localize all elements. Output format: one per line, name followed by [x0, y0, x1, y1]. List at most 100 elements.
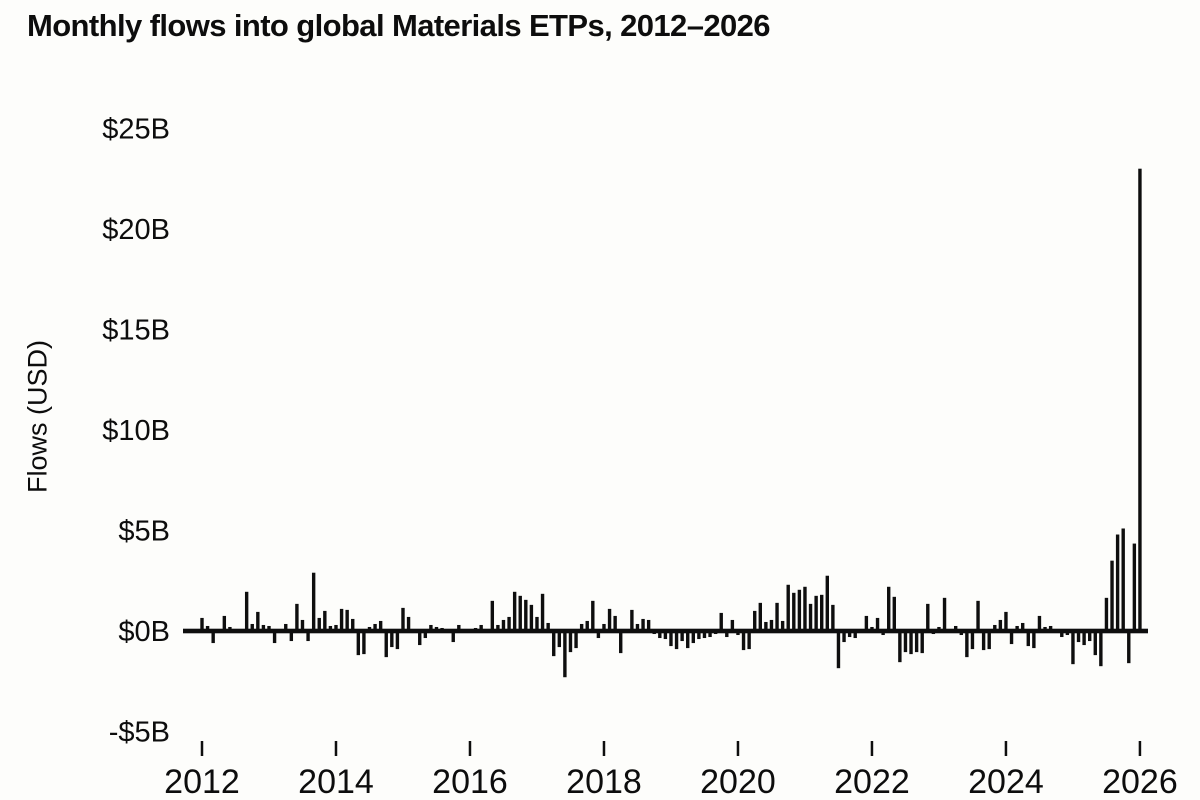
x-axis-tick [334, 741, 338, 756]
monthly-flow-bar [362, 631, 366, 655]
monthly-flow-bar [646, 619, 651, 632]
monthly-flow-bar [535, 616, 539, 631]
zero-baseline [183, 628, 1148, 634]
monthly-flow-bar [451, 631, 455, 643]
monthly-flow-bar [552, 631, 556, 657]
monthly-flow-bar [568, 631, 573, 653]
y-tick-label: $5B [118, 516, 170, 548]
monthly-flow-bar [1048, 625, 1053, 632]
monthly-flow-bar [295, 603, 299, 632]
monthly-flow-bar [887, 586, 891, 631]
monthly-flow-bar [686, 631, 690, 649]
monthly-flow-bar [753, 610, 757, 631]
monthly-flow-bar [540, 593, 545, 632]
monthly-flow-bar [457, 624, 461, 631]
y-tick-label: $25B [102, 114, 170, 146]
monthly-flow-bar [200, 617, 204, 631]
monthly-flow-bar [300, 619, 305, 632]
monthly-flow-bar [658, 631, 662, 639]
monthly-flow-bar [1082, 631, 1086, 646]
monthly-flow-bar [630, 609, 634, 631]
y-tick-label: $20B [102, 214, 170, 246]
monthly-flow-bar [680, 631, 684, 642]
monthly-flow-bar [825, 575, 829, 632]
monthly-flow-bar [847, 631, 852, 638]
monthly-flow-bar [758, 602, 762, 631]
monthly-flow-bar [663, 631, 668, 640]
monthly-flow-bar [998, 619, 1003, 632]
monthly-flow-bar [903, 631, 908, 653]
monthly-flow-bar [942, 597, 947, 631]
monthly-flow-bar [1004, 611, 1008, 631]
monthly-flow-bar [507, 616, 511, 631]
monthly-flow-bar [546, 622, 550, 631]
monthly-flow-bar [669, 631, 673, 647]
monthly-flow-bar [892, 596, 896, 631]
monthly-flow-bar [406, 616, 411, 631]
monthly-flow-bar [574, 631, 578, 649]
monthly-flow-bar [378, 620, 383, 631]
monthly-flow-bar [557, 631, 562, 648]
monthly-flow-bar [836, 631, 841, 669]
monthly-flow-bar [1104, 597, 1109, 631]
x-axis-tick [1138, 741, 1142, 756]
monthly-flow-bar [423, 631, 428, 639]
monthly-flow-bar [803, 586, 807, 631]
x-axis-tick [1004, 741, 1008, 756]
monthly-flow-bar [780, 620, 785, 631]
x-tick-label: 2026 [1102, 763, 1178, 800]
monthly-flow-bar [345, 609, 349, 631]
monthly-flow-bar [1115, 534, 1120, 631]
x-axis-tick [736, 741, 740, 756]
monthly-flow-bar [730, 619, 735, 632]
x-axis-tick [200, 741, 204, 756]
monthly-flow-bar [635, 623, 640, 632]
x-tick-label: 2014 [298, 763, 374, 800]
monthly-flow-bar [496, 624, 500, 631]
monthly-flow-bar [524, 599, 528, 632]
monthly-flow-bar [747, 631, 751, 650]
x-tick-label: 2012 [164, 763, 240, 800]
monthly-flow-bar [853, 631, 857, 639]
monthly-flow-bar [529, 604, 534, 631]
monthly-flow-bar [289, 631, 294, 642]
monthly-flow-bar [741, 631, 746, 651]
x-tick-label: 2024 [968, 763, 1044, 800]
monthly-flow-bar [831, 604, 835, 631]
monthly-flow-bar [339, 608, 344, 631]
monthly-flow-bar [211, 631, 215, 644]
monthly-flow-bar [479, 624, 483, 631]
monthly-flow-bar [914, 631, 919, 653]
monthly-flow-bar [1026, 631, 1030, 647]
monthly-flow-bar [373, 623, 377, 632]
monthly-flow-bar [267, 625, 271, 632]
monthly-flow-bar [563, 631, 567, 678]
monthly-flow-bar [244, 591, 249, 631]
x-axis-tick [468, 741, 472, 756]
monthly-flow-bar [1088, 631, 1092, 642]
monthly-flow-bar [970, 631, 975, 650]
monthly-flow-bar [909, 631, 913, 655]
monthly-flow-bar [596, 631, 601, 639]
monthly-flow-bar [602, 623, 606, 632]
monthly-flow-bar [769, 619, 774, 632]
monthly-flow-bar [311, 572, 316, 631]
y-tick-label: -$5B [109, 717, 170, 749]
monthly-flow-bar [1032, 631, 1036, 649]
x-axis-tick [870, 741, 874, 756]
monthly-flow-bar [792, 592, 796, 631]
monthly-flow-bar [518, 595, 522, 632]
monthly-flow-bar [954, 625, 958, 632]
monthly-flow-bar [418, 631, 422, 646]
monthly-flow-bar [1021, 622, 1025, 631]
monthly-flow-bar [401, 607, 405, 631]
monthly-flow-bar [725, 631, 729, 638]
monthly-flow-bar [764, 621, 768, 632]
monthly-flow-bar [607, 608, 612, 631]
monthly-flow-bar [328, 625, 333, 632]
monthly-flow-bar [351, 618, 355, 631]
monthly-flow-bar [864, 615, 869, 631]
monthly-flow-bar [334, 624, 338, 631]
monthly-flow-bar [356, 631, 361, 656]
